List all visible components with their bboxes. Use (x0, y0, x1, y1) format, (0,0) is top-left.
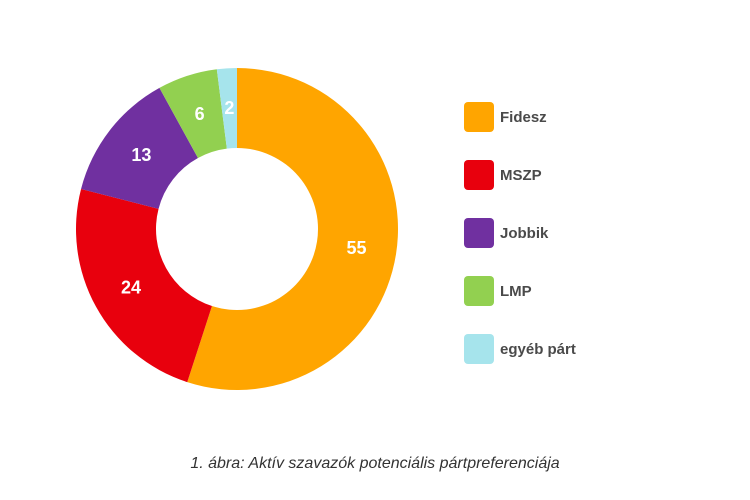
slice-value-label-lmp: 6 (195, 104, 205, 124)
chart-legend: Fidesz MSZP Jobbik LMP egyéb párt (464, 102, 576, 392)
slice-value-label-jobbik: 13 (131, 145, 151, 165)
legend-item-fidesz: Fidesz (464, 102, 576, 132)
legend-label: egyéb párt (500, 340, 576, 358)
legend-swatch (464, 160, 494, 190)
slice-value-label-mszp: 24 (121, 277, 141, 297)
donut-slices (76, 68, 399, 390)
legend-swatch (464, 334, 494, 364)
slice-fidesz (187, 68, 399, 390)
slice-value-label-fidesz: 55 (346, 238, 366, 258)
legend-item-egyeb-part: egyéb párt (464, 334, 576, 364)
legend-label: Fidesz (500, 108, 547, 126)
legend-item-mszp: MSZP (464, 160, 576, 190)
donut-slice-labels: 55 24 13 6 2 (121, 98, 367, 297)
slice-egyeb-part (216, 68, 237, 149)
donut-chart: 55 24 13 6 2 (76, 68, 399, 390)
slice-jobbik (81, 87, 198, 209)
legend-label: MSZP (500, 166, 542, 184)
legend-item-jobbik: Jobbik (464, 218, 576, 248)
legend-swatch (464, 102, 494, 132)
legend-swatch (464, 276, 494, 306)
slice-lmp (159, 69, 227, 159)
slice-value-label-egyeb-part: 2 (224, 98, 234, 118)
slice-mszp (76, 188, 212, 383)
chart-caption: 1. ábra: Aktív szavazók potenciális párt… (190, 455, 560, 472)
legend-label: LMP (500, 282, 532, 300)
legend-label: Jobbik (500, 224, 549, 242)
legend-swatch (464, 218, 494, 248)
legend-item-lmp: LMP (464, 276, 576, 306)
